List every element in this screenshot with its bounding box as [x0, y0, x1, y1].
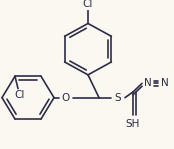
Text: N: N [161, 78, 169, 88]
Text: SH: SH [126, 119, 140, 129]
Text: N: N [144, 78, 152, 88]
Text: S: S [115, 93, 121, 103]
Text: Cl: Cl [83, 0, 93, 9]
Text: O: O [62, 93, 70, 103]
Text: Cl: Cl [15, 90, 25, 100]
